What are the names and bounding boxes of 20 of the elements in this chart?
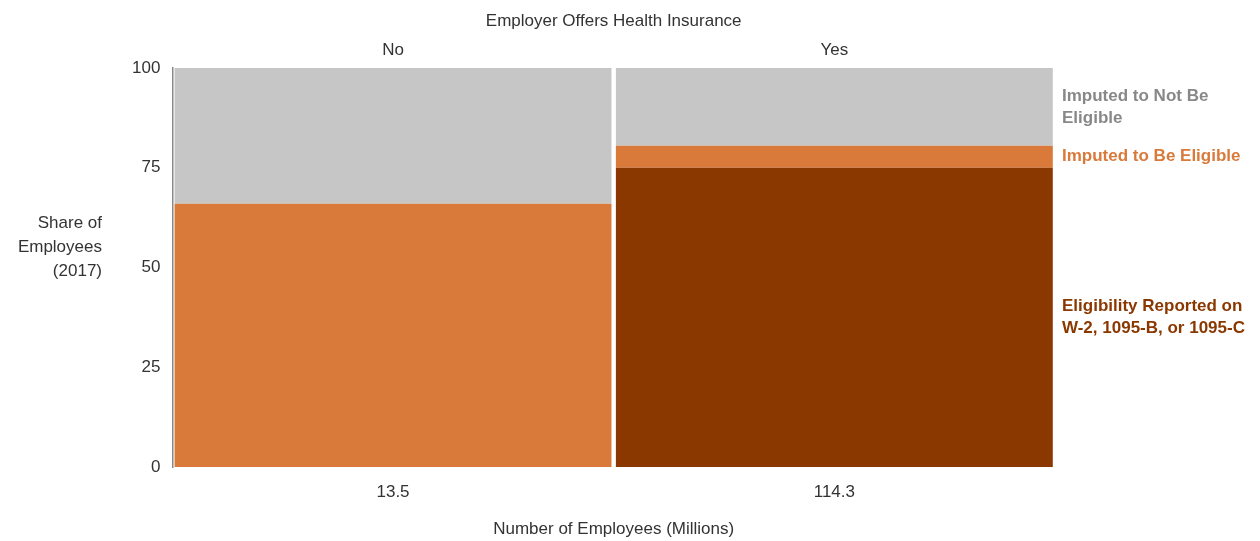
- chart-title: Employer Offers Health Insurance: [485, 10, 742, 30]
- y-tick-label: 50: [141, 257, 161, 277]
- bar: [615, 167, 1053, 467]
- text: 13.5: [376, 481, 410, 501]
- y-tick-label: 25: [141, 356, 161, 376]
- series-label: Eligibility Reported on W-2, 1095-B, or 1095-C: [1062, 296, 1245, 338]
- y-tick-label: 0: [150, 456, 161, 476]
- x-tick-label: Yes: [820, 39, 849, 59]
- y-axis-title: Share of Employees (2017): [17, 213, 103, 281]
- x-tick-label: No: [382, 39, 404, 59]
- x-axis-title: Number of Employees (Millions): [493, 518, 735, 538]
- y-tick-label: 75: [141, 157, 161, 177]
- bar: [174, 68, 612, 204]
- text: 114.3: [813, 481, 855, 501]
- series-label: Imputed to Be Eligible: [1062, 146, 1241, 166]
- y-tick-label: 100: [131, 57, 161, 77]
- bar: [615, 68, 1053, 146]
- bar: [615, 145, 1053, 168]
- bar: [174, 203, 612, 467]
- series-label: Imputed to Not Be Eligible: [1062, 85, 1209, 127]
